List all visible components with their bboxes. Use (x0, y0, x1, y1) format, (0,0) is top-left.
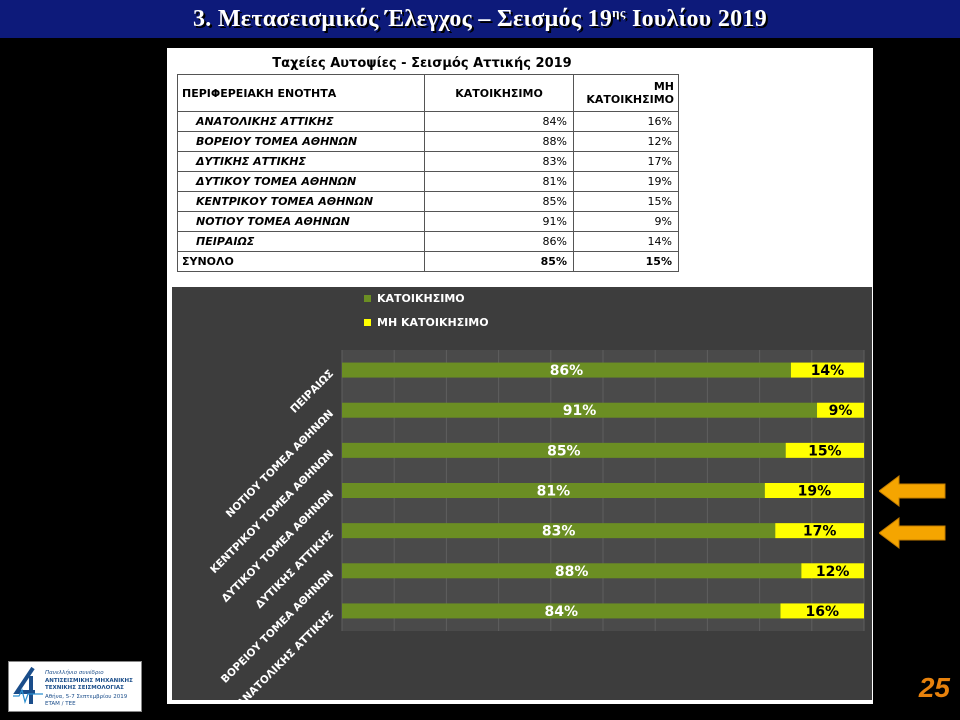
bar-non-habitable (780, 603, 864, 619)
habitable-cell: 83% (424, 151, 574, 172)
region-cell: ΠΕΙΡΑΙΩΣ (177, 231, 425, 252)
table-row: ΚΕΝΤΡΙΚΟΥ ΤΟΜΕΑ ΑΘΗΝΩΝ 85% 15% (177, 191, 679, 212)
highlight-arrow-icon (879, 475, 946, 507)
legend-swatch (364, 295, 371, 302)
page-number: 25 (918, 672, 950, 703)
data-label: 88% (555, 564, 589, 580)
non-habitable-cell: 12% (573, 131, 679, 152)
logo-4-icon (13, 666, 43, 705)
legend-label: ΜΗ ΚΑΤΟΙΚΗΣΙΜΟ (377, 316, 489, 329)
habitable-cell: 88% (424, 131, 574, 152)
data-label: 86% (550, 363, 584, 379)
bar-non-habitable (790, 362, 864, 378)
data-label: 81% (537, 484, 571, 500)
bar-non-habitable (817, 402, 864, 418)
data-label: 17% (803, 524, 837, 540)
bar-habitable (342, 483, 765, 498)
data-label: 16% (805, 604, 839, 620)
category-label: ΔΥΤΙΚΗΣ ΑΤΤΙΚΗΣ (253, 528, 336, 611)
habitable-cell: 91% (424, 211, 574, 232)
habitable-cell: 85% (424, 191, 574, 212)
non-habitable-cell: 15% (573, 191, 679, 212)
bar-habitable (342, 442, 786, 458)
content-panel: Ταχείες Αυτοψίες - Σεισμός Αττικής 2019 … (167, 48, 873, 704)
data-label: 83% (542, 524, 576, 540)
conference-logo: Πανελλήνιο συνέδριο ΑΝΤΙΣΕΙΣΜΙΚΗΣ ΜΗΧΑΝΙ… (8, 661, 142, 712)
header-habitable: ΚΑΤΟΙΚΗΣΙΜΟ (424, 74, 574, 112)
non-habitable-cell: 14% (573, 231, 679, 252)
legend-label: ΚΑΤΟΙΚΗΣΙΜΟ (377, 292, 465, 305)
bar-non-habitable (785, 442, 864, 458)
table-title: Ταχείες Αυτοψίες - Σεισμός Αττικής 2019 (272, 56, 572, 71)
table-row: ΒΟΡΕΙΟΥ ΤΟΜΕΑ ΑΘΗΝΩΝ 88% 12% (177, 131, 679, 152)
habitable-cell: 81% (424, 171, 574, 192)
region-cell: ΑΝΑΤΟΛΙΚΗΣ ΑΤΤΙΚΗΣ (177, 111, 425, 132)
slide-title: 3. Μετασεισμικός Έλεγχος – Σεισμός 19ης … (192, 5, 768, 32)
title-bar: 3. Μετασεισμικός Έλεγχος – Σεισμός 19ης … (0, 0, 960, 38)
table-total-row: ΣΥΝΟΛΟ 85% 15% (177, 251, 679, 272)
data-label: 91% (563, 403, 597, 419)
table-row: ΠΕΙΡΑΙΩΣ 86% 14% (177, 231, 679, 252)
non-habitable-cell: 9% (573, 211, 679, 232)
non-habitable-cell: 16% (573, 111, 679, 132)
legend-swatch (364, 319, 371, 326)
non-habitable-cell: 19% (573, 171, 679, 192)
bar-non-habitable (775, 523, 864, 539)
data-label: 9% (829, 403, 853, 419)
habitable-cell: 86% (424, 231, 574, 252)
category-label: ΠΕΙΡΑΙΩΣ (288, 368, 336, 416)
bar-habitable (342, 603, 781, 619)
habitable-cell: 84% (424, 111, 574, 132)
bar-habitable (342, 523, 776, 539)
region-cell: ΒΟΡΕΙΟΥ ΤΟΜΕΑ ΑΘΗΝΩΝ (177, 131, 425, 152)
stacked-bar-chart: ΚΑΤΟΙΚΗΣΙΜΟ ΜΗ ΚΑΤΟΙΚΗΣΙΜΟ 84% 16% ΑΝΑΤΟΛΙΚΗ… (172, 287, 872, 700)
total-habitable: 85% (424, 251, 574, 272)
table-header-row: ΠΕΡΙΦΕΡΕΙΑΚΗ ΕΝΟΤΗΤΑ ΚΑΤΟΙΚΗΣΙΜΟ ΜΗ ΚΑΤΟ… (177, 74, 679, 112)
highlight-arrow-icon (879, 517, 946, 549)
bar-habitable (342, 563, 802, 579)
data-label: 12% (816, 564, 850, 580)
data-label: 19% (798, 484, 832, 500)
region-cell: ΔΥΤΙΚΗΣ ΑΤΤΙΚΗΣ (177, 151, 425, 172)
region-cell: ΚΕΝΤΡΙΚΟΥ ΤΟΜΕΑ ΑΘΗΝΩΝ (177, 191, 425, 212)
table-row: ΝΟΤΙΟΥ ΤΟΜΕΑ ΑΘΗΝΩΝ 91% 9% (177, 211, 679, 232)
data-label: 85% (547, 443, 581, 459)
data-label: 84% (544, 604, 578, 620)
non-habitable-cell: 17% (573, 151, 679, 172)
table-row: ΔΥΤΙΚΗΣ ΑΤΤΙΚΗΣ 83% 17% (177, 151, 679, 172)
region-cell: ΝΟΤΙΟΥ ΤΟΜΕΑ ΑΘΗΝΩΝ (177, 211, 425, 232)
data-label: 15% (808, 443, 842, 459)
total-label: ΣΥΝΟΛΟ (177, 251, 425, 272)
bar-habitable (342, 402, 818, 418)
header-non-habitable: ΜΗ ΚΑΤΟΙΚΗΣΙΜΟ (573, 74, 679, 112)
bar-habitable (342, 362, 791, 378)
table-row: ΑΝΑΤΟΛΙΚΗΣ ΑΤΤΙΚΗΣ 84% 16% (177, 111, 679, 132)
region-cell: ΔΥΤΙΚΟΥ ΤΟΜΕΑ ΑΘΗΝΩΝ (177, 171, 425, 192)
bar-non-habitable (764, 483, 864, 498)
inspection-table: ΠΕΡΙΦΕΡΕΙΑΚΗ ΕΝΟΤΗΤΑ ΚΑΤΟΙΚΗΣΙΜΟ ΜΗ ΚΑΤΟ… (177, 74, 679, 272)
data-label: 14% (811, 363, 845, 379)
total-non-habitable: 15% (573, 251, 679, 272)
table-row: ΔΥΤΙΚΟΥ ΤΟΜΕΑ ΑΘΗΝΩΝ 81% 19% (177, 171, 679, 192)
header-region: ΠΕΡΙΦΕΡΕΙΑΚΗ ΕΝΟΤΗΤΑ (177, 74, 425, 112)
bar-non-habitable (801, 563, 864, 579)
